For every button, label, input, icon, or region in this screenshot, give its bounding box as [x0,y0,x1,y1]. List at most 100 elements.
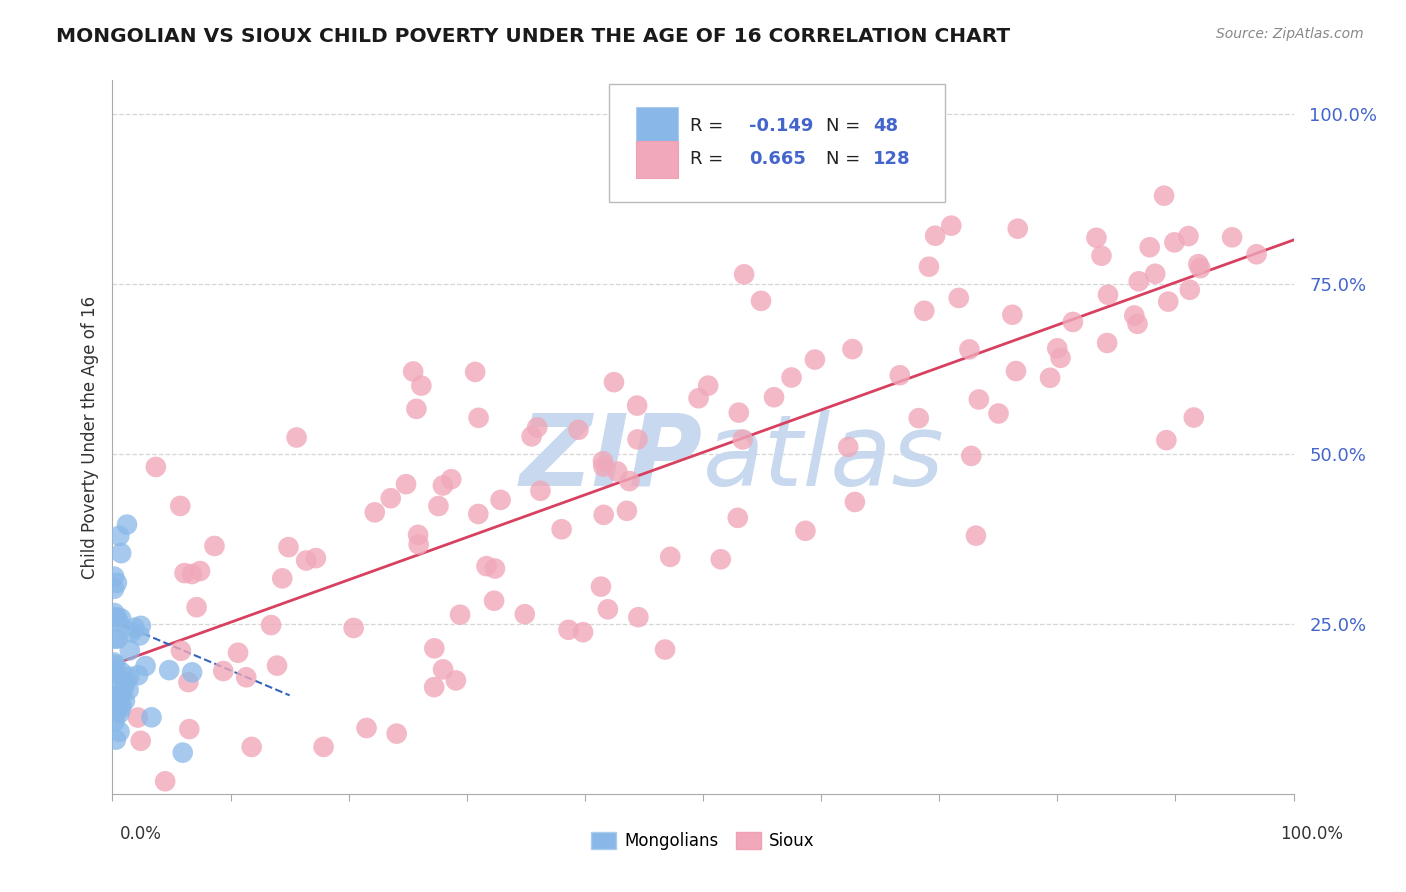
Point [941,219,963,233]
Point [312,739,335,754]
Point [924,228,946,243]
Point [104,667,127,681]
Point [305,551,328,566]
Point [103,582,125,596]
Point [277,540,299,554]
Point [103,569,125,583]
Point [179,722,201,736]
Point [295,553,318,567]
Point [105,610,128,624]
Point [103,606,125,620]
Point [1001,308,1024,322]
Point [1095,335,1118,350]
Point [118,670,141,684]
FancyBboxPatch shape [609,84,945,202]
Point [780,182,803,196]
Point [129,734,152,748]
Point [596,602,619,616]
Point [589,580,612,594]
Point [763,390,786,404]
Point [1097,287,1119,301]
Point [170,644,193,658]
Point [626,433,648,447]
Point [464,365,486,379]
Legend: Mongolians, Sioux: Mongolians, Sioux [585,825,821,857]
Point [112,681,135,695]
Point [118,643,141,657]
Point [103,656,125,670]
Point [108,706,131,721]
Point [105,690,128,705]
Point [432,662,454,676]
Point [1156,433,1178,447]
Point [115,517,138,532]
Point [960,449,983,463]
Point [592,508,614,522]
Point [104,706,127,720]
Point [1085,231,1108,245]
Text: R =: R = [690,117,728,135]
Point [567,423,589,437]
Point [240,739,263,754]
Point [1187,257,1209,271]
Text: MONGOLIAN VS SIOUX CHILD POVERTY UNDER THE AGE OF 16 CORRELATION CHART: MONGOLIAN VS SIOUX CHILD POVERTY UNDER T… [56,27,1011,45]
Point [1005,364,1028,378]
Point [907,411,929,425]
Point [1126,317,1149,331]
Point [912,303,935,318]
Point [1157,294,1180,309]
Point [444,673,467,688]
Point [627,610,650,624]
Point [103,681,125,695]
Point [395,477,418,491]
Point [405,401,427,416]
Point [697,378,720,392]
Point [1163,235,1185,250]
Text: 100.0%: 100.0% [1279,825,1343,843]
Point [794,524,817,538]
Point [127,710,149,724]
Point [260,618,283,632]
Text: N =: N = [825,151,866,169]
Point [107,615,129,629]
Point [380,491,402,506]
Point [987,407,1010,421]
Point [181,665,204,680]
Point [965,529,987,543]
Point [837,440,859,454]
Point [526,420,548,434]
Point [385,726,408,740]
Point [110,665,132,679]
Point [626,399,648,413]
Point [271,571,294,585]
Point [172,746,194,760]
Point [181,567,204,582]
Point [103,632,125,646]
Point [727,511,749,525]
Point [440,472,463,486]
Point [1049,351,1071,365]
Point [967,392,990,407]
Text: 0.0%: 0.0% [120,825,162,843]
Point [103,610,125,624]
Point [1090,249,1112,263]
Text: 0.665: 0.665 [749,151,806,169]
Point [103,700,125,714]
Point [266,658,288,673]
Text: R =: R = [690,151,728,169]
Point [423,641,446,656]
Point [957,343,980,357]
Text: 128: 128 [873,151,911,169]
Point [204,539,226,553]
Point [606,465,628,479]
Point [226,646,249,660]
Point [731,433,754,447]
Point [128,628,150,642]
FancyBboxPatch shape [636,141,678,178]
Point [188,564,211,578]
Point [1128,274,1150,288]
Point [153,774,176,789]
Point [423,680,446,694]
Point [619,474,641,488]
Point [104,714,127,729]
